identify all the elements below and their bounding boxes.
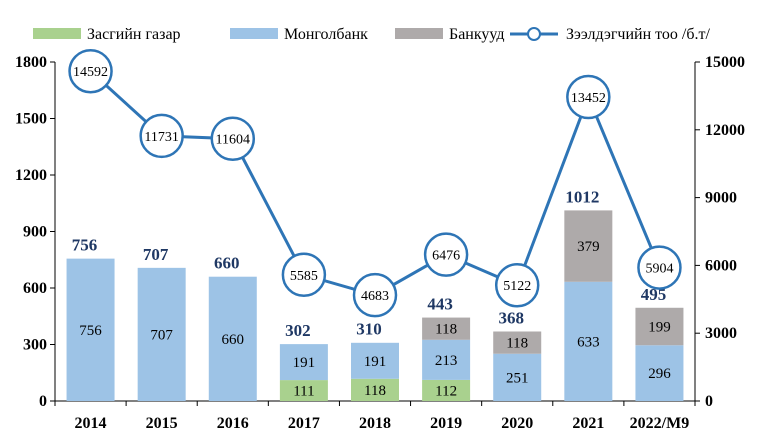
bar-total-label: 368 <box>498 309 524 328</box>
bar-segment <box>422 317 471 340</box>
legend-label: Монголбанк <box>284 26 368 43</box>
bar-segment <box>635 345 684 401</box>
left-tick-label: 900 <box>23 224 47 241</box>
bar-segment <box>493 353 542 401</box>
bar-segment <box>208 276 257 401</box>
bar-segment-label: 707 <box>150 327 173 343</box>
bar-segment <box>564 281 613 401</box>
line-point-marker <box>423 232 469 277</box>
line-point-label: 14592 <box>73 65 108 80</box>
x-tick-label: 2015 <box>146 415 178 432</box>
line-point-marker <box>352 272 398 318</box>
x-tick-label: 2018 <box>359 415 391 432</box>
left-tick-label: 0 <box>39 393 47 410</box>
bar-segment-label: 660 <box>222 332 245 348</box>
line-point-label: 13452 <box>571 91 606 106</box>
line-point-label: 5904 <box>645 262 673 277</box>
line-point-marker <box>139 113 184 159</box>
right-tick-label: 12000 <box>705 122 745 139</box>
bar-segment <box>279 344 328 381</box>
right-tick-label: 6000 <box>705 257 737 274</box>
bar-segment <box>564 210 613 282</box>
line-point-label: 11604 <box>216 133 250 148</box>
line-point-marker <box>637 245 682 290</box>
line-point-marker <box>281 252 327 298</box>
line-point-marker <box>68 48 113 94</box>
left-tick-label: 1200 <box>15 167 47 184</box>
x-tick-label: 2016 <box>217 415 249 432</box>
left-tick-label: 1800 <box>15 54 47 71</box>
bar-segment-label: 756 <box>79 323 102 339</box>
x-tick-label: 2022/М9 <box>630 415 690 432</box>
left-tick-label: 600 <box>23 280 47 297</box>
bar-segment <box>279 380 328 401</box>
line-point-label: 6476 <box>432 249 460 264</box>
bar-segment-label: 213 <box>435 353 458 369</box>
left-tick-label: 300 <box>23 337 47 354</box>
legend-color-swatch <box>33 28 81 39</box>
bar-segment <box>635 307 684 346</box>
x-tick-label: 2019 <box>430 415 462 432</box>
right-tick-label: 15000 <box>705 54 745 71</box>
bar-segment-label: 118 <box>506 336 528 352</box>
legend-color-swatch <box>230 28 278 39</box>
legend-color-swatch <box>395 28 443 39</box>
bar-segment <box>493 331 542 354</box>
bar-total-label: 443 <box>427 295 453 314</box>
right-tick-label: 0 <box>705 393 713 410</box>
legend-label: Зээлдэгчийн тоо /б.т/ <box>566 26 711 43</box>
bar-total-label: 1012 <box>565 187 599 206</box>
line-point-label: 4683 <box>361 289 389 304</box>
bar-segment <box>351 342 399 379</box>
bar-segment-label: 112 <box>435 383 457 399</box>
line-point-marker <box>494 262 540 308</box>
bar-total-label: 756 <box>72 236 98 255</box>
line-point-marker <box>566 74 611 120</box>
bar-segment-label: 111 <box>293 384 314 400</box>
bar-segment <box>66 258 115 401</box>
bar-segment-label: 251 <box>506 370 529 386</box>
line-point-marker <box>210 116 256 161</box>
legend-label: Засгийн газар <box>87 26 181 43</box>
right-tick-label: 3000 <box>705 325 737 342</box>
x-tick-label: 2017 <box>288 415 320 432</box>
line-point-label: 5585 <box>290 269 318 284</box>
line-point-label: 11731 <box>144 130 178 145</box>
line-point-label: 5122 <box>503 279 531 294</box>
bar-segment-label: 199 <box>648 320 671 336</box>
bar-segment <box>422 339 471 380</box>
legend-label: Банкууд <box>449 26 505 43</box>
bar-total-label: 660 <box>214 254 240 273</box>
bar-segment-label: 118 <box>364 383 386 399</box>
bar-segment-label: 191 <box>293 355 316 371</box>
bar-segment-label: 118 <box>435 322 457 338</box>
bar-total-label: 707 <box>143 245 169 264</box>
x-tick-label: 2021 <box>572 415 604 432</box>
bar-segment-label: 296 <box>648 366 671 382</box>
bar-segment-label: 633 <box>577 334 600 350</box>
bar-segment <box>422 379 471 401</box>
bar-segment <box>351 378 399 401</box>
x-tick-label: 2014 <box>75 415 107 432</box>
bar-total-label: 310 <box>356 320 382 339</box>
x-tick-label: 2020 <box>501 415 533 432</box>
bar-total-label: 302 <box>285 321 311 340</box>
bar-segment <box>137 267 186 401</box>
legend-marker-swatch <box>527 27 541 41</box>
bar-segment-label: 379 <box>577 239 600 255</box>
left-tick-label: 1500 <box>15 111 47 128</box>
bar-segment-label: 191 <box>364 354 387 370</box>
right-tick-label: 9000 <box>705 190 737 207</box>
